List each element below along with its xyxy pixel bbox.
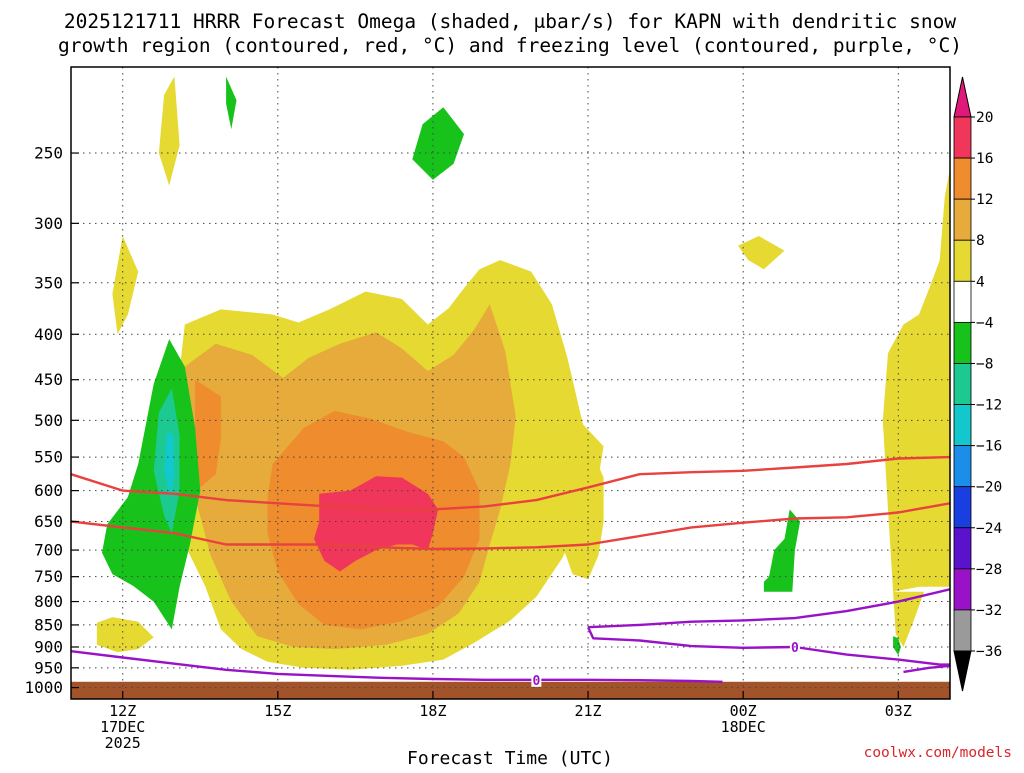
colorbar-bin xyxy=(953,157,972,200)
x-axis-label: Forecast Time (UTC) xyxy=(407,748,613,768)
colorbar-level-label: −28 xyxy=(976,562,1002,578)
shaded-omega-minus-12-to-minus-16 xyxy=(164,431,175,497)
shaded-omega-minus-4-to-minus-8-left xyxy=(102,339,201,630)
colorbar-bin xyxy=(953,445,972,488)
y-tick-label: 850 xyxy=(34,615,63,634)
colorbar-level-label: 4 xyxy=(976,274,985,290)
shaded-omega-minus-4-to-minus-8-00z xyxy=(763,509,801,592)
colorbar-level-label: −20 xyxy=(976,480,1002,496)
shaded-omega-minus-4-to-minus-8-03z xyxy=(893,636,901,656)
purple-contour-freezing-level-upper xyxy=(588,588,950,629)
colorbar-bin xyxy=(953,486,972,529)
colorbar-bin xyxy=(953,198,972,241)
shaded-omega-minus-4-to-minus-8-14z-upper xyxy=(226,76,237,130)
contour-label: 0 xyxy=(532,674,540,689)
y-tick-label: 500 xyxy=(34,411,63,430)
y-tick-label: 700 xyxy=(34,541,63,560)
shaded-omega-12-to-16 xyxy=(195,379,221,488)
colorbar-bin xyxy=(953,239,972,282)
y-tick-label: 1000 xyxy=(24,678,63,697)
purple-contour-freezing-level-lower xyxy=(71,650,723,683)
colorbar-top-arrow xyxy=(953,76,972,118)
colorbar-bottom-arrow xyxy=(953,650,972,692)
purple-contour-freezing-level-corner xyxy=(903,664,950,674)
y-tick-label: 550 xyxy=(34,448,63,467)
shaded-omega-minus-4-to-minus-8-18z-upper xyxy=(412,107,464,180)
chart-title-line-2: growth region (contoured, red, °C) and f… xyxy=(58,34,962,57)
x-tick-label: 17DEC xyxy=(100,718,145,736)
contour-label: 0 xyxy=(791,641,799,656)
colorbar-level-label: 16 xyxy=(976,151,993,167)
shaded-omega-4-to-8-right-edge xyxy=(882,168,950,592)
colorbar-level-label: 20 xyxy=(976,110,993,126)
colorbar-bin xyxy=(953,321,972,364)
colorbar-level-label: 12 xyxy=(976,192,993,208)
shaded-omega-4-to-8-low-left xyxy=(96,617,154,653)
x-tick-label: 18Z xyxy=(419,702,446,720)
plot-area xyxy=(71,76,950,699)
y-tick-label: 900 xyxy=(34,637,63,656)
y-tick-label: 800 xyxy=(34,592,63,611)
colorbar-bin xyxy=(953,568,972,611)
y-tick-label: 400 xyxy=(34,325,63,344)
contour-lines: 00 xyxy=(71,455,950,689)
x-tick-label: 15Z xyxy=(264,702,291,720)
y-tick-label: 750 xyxy=(34,567,63,586)
contour-label-bg xyxy=(531,672,542,687)
colorbar-level-label: −12 xyxy=(976,398,1002,414)
colorbar-bin xyxy=(953,609,972,652)
x-tick-label: 00Z xyxy=(730,702,757,720)
colorbar-bin xyxy=(953,280,972,323)
y-tick-label: 450 xyxy=(34,370,63,389)
colorbar-level-label: −32 xyxy=(976,603,1002,619)
y-tick-label: 600 xyxy=(34,481,63,500)
shaded-omega-4-to-8-right-plume xyxy=(893,591,925,647)
colorbar-level-label: −24 xyxy=(976,521,1002,537)
shaded-omega-4-to-8-right-upper xyxy=(738,236,785,270)
purple-contour-freezing-level-loop xyxy=(587,626,950,666)
colorbar-level-label: −36 xyxy=(976,644,1002,660)
y-tick-label: 250 xyxy=(34,144,63,163)
shaded-omega-4-to-8-upper-left xyxy=(112,236,139,335)
colorbar-level-label: −8 xyxy=(976,356,993,372)
chart-title-line-1: 2025121711 HRRR Forecast Omega (shaded, … xyxy=(64,10,956,33)
terrain-fill xyxy=(71,681,950,699)
colorbar-level-label: 8 xyxy=(976,233,985,249)
y-tick-label: 650 xyxy=(34,512,63,531)
colorbar-level-label: −4 xyxy=(976,315,994,331)
x-tick-label: 12Z xyxy=(109,702,136,720)
x-tick-label: 03Z xyxy=(885,702,912,720)
contour-label-bg xyxy=(789,639,800,654)
red-contour-dendritic-top xyxy=(71,455,950,511)
x-tick-label: 2025 xyxy=(105,734,141,752)
colorbar-bin xyxy=(953,363,972,405)
x-tick-label: 18DEC xyxy=(721,718,766,736)
y-tick-label: 300 xyxy=(34,214,63,233)
colorbar: 20 16 12 8 4 −4 −8 −12 −16 −20 −24 −28 −32 −36 xyxy=(953,76,1002,692)
plot-frame xyxy=(70,66,951,700)
x-tick-label: 21Z xyxy=(575,702,602,720)
y-tick-label: 350 xyxy=(34,273,63,292)
colorbar-level-label: −16 xyxy=(976,439,1002,455)
shaded-omega-4-to-8-east xyxy=(562,453,604,580)
red-contour-dendritic-bottom xyxy=(71,502,950,551)
shaded-omega-4-to-8-top-left xyxy=(158,76,180,186)
colorbar-bin xyxy=(953,527,972,570)
credit-text: coolwx.com/models xyxy=(864,745,1012,761)
y-axis: 250 300 350 400 450 500 550 600 650 700 750 800 850 9… xyxy=(24,144,79,697)
gridlines xyxy=(71,67,950,699)
colorbar-bin xyxy=(953,116,972,159)
shaded-omega-16-to-20 xyxy=(314,476,439,572)
colorbar-bin xyxy=(953,404,972,447)
y-tick-label: 950 xyxy=(34,658,63,677)
